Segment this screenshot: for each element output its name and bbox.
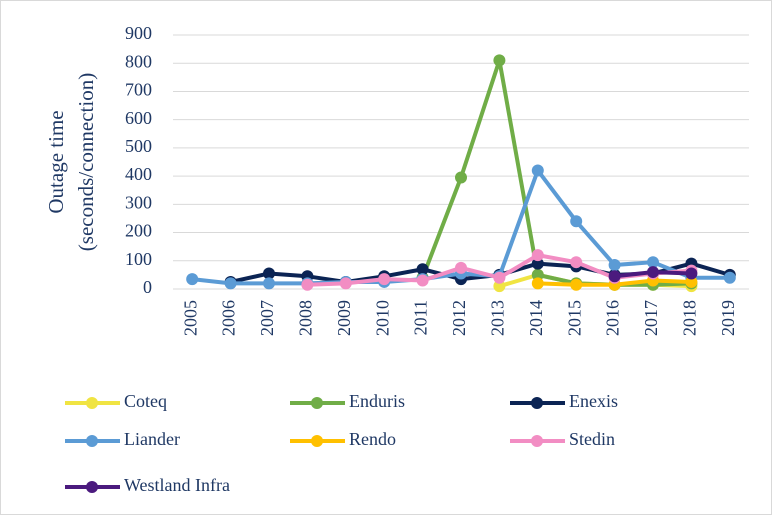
- point: [608, 259, 621, 272]
- point: [723, 271, 736, 284]
- point: [493, 271, 506, 284]
- point: [685, 267, 698, 280]
- point: [301, 278, 314, 291]
- legend-marker: [531, 397, 543, 409]
- x-tick-label: 2013: [488, 300, 508, 336]
- x-tick-label: 2019: [718, 300, 738, 336]
- x-tick-label: 2014: [526, 300, 546, 336]
- point: [416, 263, 429, 276]
- point: [493, 54, 506, 67]
- x-tick-label: 2007: [257, 300, 277, 336]
- y-tick-label: 700: [125, 80, 152, 100]
- legend-marker: [86, 435, 98, 447]
- point: [570, 278, 583, 291]
- series-line: [420, 58, 692, 287]
- y-tick-label: 600: [125, 108, 152, 128]
- legend-label: Enduris: [349, 391, 405, 411]
- point: [647, 256, 659, 269]
- legend-label: Westland Infra: [124, 475, 230, 495]
- x-tick-label: 2010: [372, 300, 392, 336]
- y-tick-label: 100: [125, 249, 152, 269]
- y-tick-label: 500: [125, 136, 152, 156]
- point: [531, 164, 544, 177]
- x-tick-label: 2005: [180, 300, 200, 336]
- legend-marker: [311, 435, 323, 447]
- point: [416, 274, 429, 287]
- point: [378, 273, 391, 286]
- legend-marker: [86, 481, 98, 493]
- y-tick-label: 400: [125, 164, 152, 184]
- point: [570, 256, 583, 269]
- y-axis-title: (seconds/connection): [74, 73, 98, 251]
- point: [531, 249, 544, 262]
- legend-label: Stedin: [569, 429, 615, 449]
- legend-marker: [311, 397, 323, 409]
- x-tick-label: 2016: [603, 300, 623, 336]
- y-axis-title: Outage time: [44, 110, 68, 213]
- legend-marker: [531, 435, 543, 447]
- x-tick-label: 2017: [641, 300, 661, 336]
- x-tick-label: 2006: [219, 300, 239, 336]
- y-tick-label: 300: [125, 192, 152, 212]
- x-tick-label: 2012: [449, 300, 469, 336]
- point: [186, 273, 199, 286]
- point: [339, 277, 352, 290]
- point: [531, 268, 544, 281]
- point: [224, 277, 237, 290]
- point: [493, 280, 506, 293]
- x-tick-label: 2018: [680, 300, 700, 336]
- x-tick-label: 2015: [564, 300, 584, 336]
- point: [685, 275, 698, 288]
- legend-label: Coteq: [124, 391, 167, 411]
- x-tick-label: 2011: [411, 300, 431, 335]
- y-tick-label: 900: [125, 23, 152, 43]
- legend-label: Rendo: [349, 429, 396, 449]
- legend-marker: [86, 397, 98, 409]
- point: [647, 266, 659, 279]
- point: [531, 257, 544, 270]
- point: [455, 171, 467, 184]
- y-tick-label: 800: [125, 51, 152, 71]
- y-tick-label: 0: [143, 277, 152, 297]
- point: [608, 270, 621, 283]
- point: [570, 215, 583, 228]
- point: [263, 277, 275, 290]
- point: [263, 267, 275, 280]
- x-tick-label: 2008: [296, 300, 316, 336]
- point: [455, 261, 467, 274]
- y-tick-label: 200: [125, 221, 152, 241]
- x-tick-label: 2009: [334, 300, 354, 336]
- point: [531, 277, 544, 290]
- legend-label: Liander: [124, 429, 180, 449]
- legend-label: Enexis: [569, 391, 618, 411]
